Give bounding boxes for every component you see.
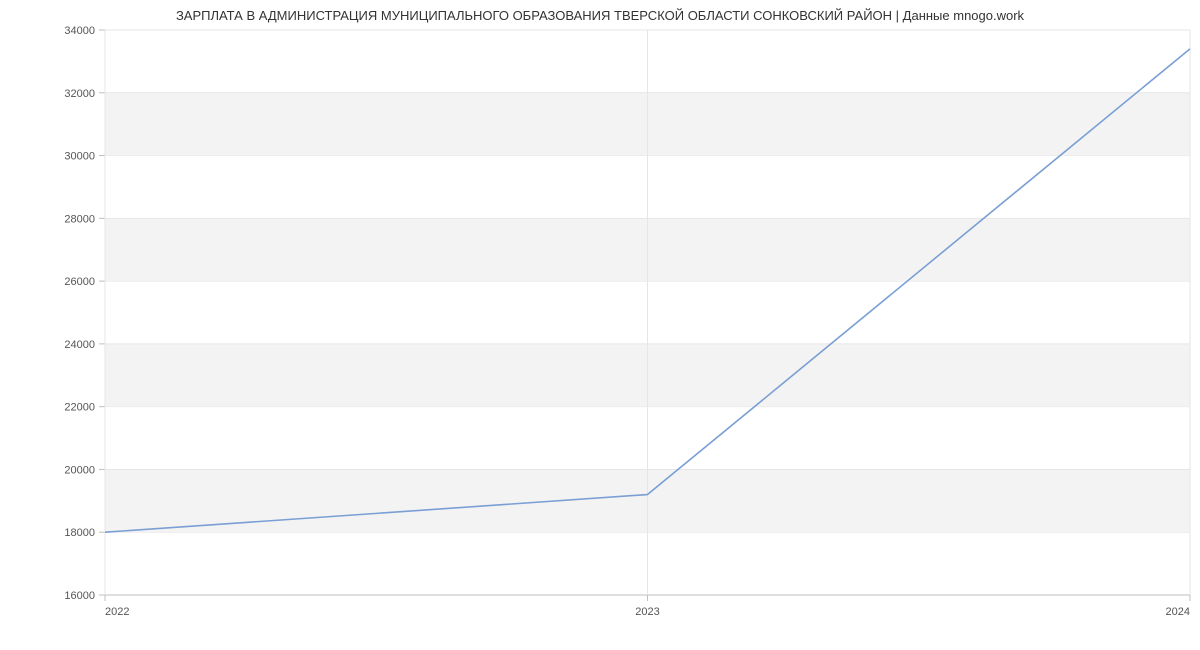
x-tick-label: 2022 [105,606,129,618]
y-tick-label: 16000 [64,590,95,602]
y-tick-label: 24000 [64,339,95,351]
y-tick-label: 20000 [64,464,95,476]
y-tick-label: 34000 [64,25,95,37]
chart-svg: 16000 18000 20000 22000 24000 26000 28000 30000… [0,0,1200,650]
y-tick-label: 26000 [64,276,95,288]
salary-chart: ЗАРПЛАТА В АДМИНИСТРАЦИЯ МУНИЦИПАЛЬНОГО … [0,0,1200,650]
y-tick-label: 28000 [64,213,95,225]
x-tick-label: 2023 [635,606,659,618]
y-tick-label: 30000 [64,151,95,163]
y-tick-label: 22000 [64,402,95,414]
y-tick-label: 18000 [64,527,95,539]
x-tick-label: 2024 [1166,606,1190,618]
y-tick-label: 32000 [64,88,95,100]
